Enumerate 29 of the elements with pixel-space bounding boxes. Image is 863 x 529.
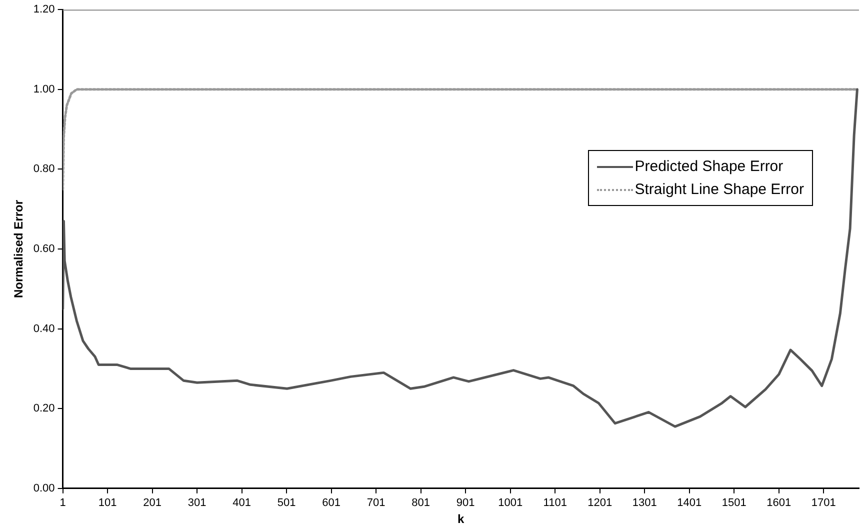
x-tick-label: 1301 [632,497,657,510]
x-tick-label: 601 [322,497,341,510]
x-tick-label: 1201 [588,497,612,510]
x-tick-label: 1601 [766,497,792,510]
x-tick-label: 1701 [811,497,836,510]
y-axis-title: Normalised Error [12,200,26,298]
x-tick-label: 701 [366,497,386,510]
x-tick-label: 1 [60,497,66,510]
x-tick-label: 901 [456,497,475,510]
y-tick-label: 1.20 [33,4,55,16]
x-tick-label: 101 [98,497,117,510]
x-tick-label: 801 [412,497,430,510]
legend-label: Predicted Shape Error [634,158,784,175]
y-tick-label: 0.40 [33,322,55,335]
x-tick-label: 1101 [543,497,567,510]
x-tick-label: 1401 [677,497,702,510]
y-tick-label: 0.20 [33,402,55,415]
x-axis-title: k [458,512,465,526]
x-tick-label: 501 [277,497,296,510]
y-tick-label: 0.80 [33,163,55,176]
x-tick-label: 401 [232,497,252,510]
y-tick-label: 0.60 [33,243,55,256]
y-tick-label: 0.00 [33,482,55,494]
x-tick-label: 1001 [498,497,523,510]
x-tick-label: 1501 [722,497,746,510]
y-tick-label: 1.00 [33,83,55,96]
x-tick-label: 301 [188,497,206,510]
x-tick-label: 201 [143,497,162,510]
legend-label: Straight Line Shape Error [634,181,804,198]
